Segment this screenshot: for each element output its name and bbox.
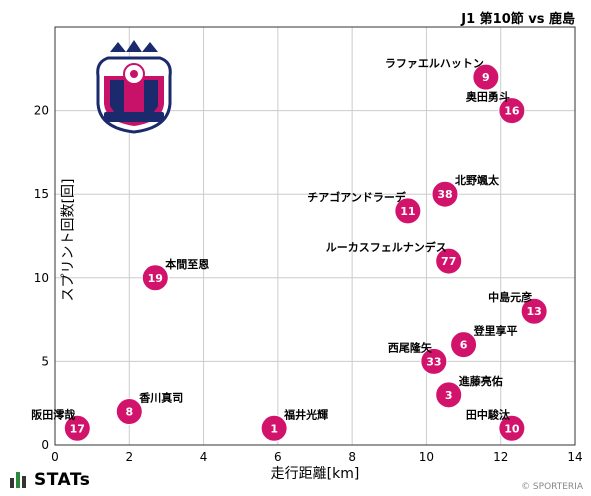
x-tick-label: 6 xyxy=(274,450,282,464)
copyright-text: © SPORTERIA xyxy=(521,482,583,492)
point-number-label: 9 xyxy=(482,71,490,84)
point-name-label: ルーカスフェルナンデス xyxy=(326,240,447,254)
point-name-label: 福井光輝 xyxy=(283,407,328,421)
point-name-label: ラファエルハットン xyxy=(385,57,484,70)
data-points: 9ラファエルハットン16奥田勇斗38北野颯太11チアゴアンドラーデ77ルーカスフ… xyxy=(31,57,548,442)
point-number-label: 8 xyxy=(125,406,133,419)
point-number-label: 38 xyxy=(437,188,452,201)
y-tick-label: 10 xyxy=(34,271,49,285)
point-number-label: 13 xyxy=(526,305,541,318)
data-point xyxy=(435,247,463,275)
point-name-label: 奥田勇斗 xyxy=(465,90,510,104)
data-point xyxy=(450,331,478,359)
x-axis-label: 走行距離[km] xyxy=(271,465,360,482)
point-number-label: 77 xyxy=(441,255,456,268)
stats-bars-icon xyxy=(10,472,26,488)
y-tick-label: 15 xyxy=(34,187,49,201)
y-axis-label: スプリント回数[回] xyxy=(60,178,77,302)
stats-brand-text: STATs xyxy=(34,470,91,490)
data-point xyxy=(115,398,143,426)
point-name-label: チアゴアンドラーデ xyxy=(307,190,407,204)
point-name-label: 北野颯太 xyxy=(455,173,500,187)
data-point xyxy=(260,414,288,442)
point-number-label: 16 xyxy=(504,105,520,118)
x-tick-label: 12 xyxy=(493,450,508,464)
data-point xyxy=(498,414,526,442)
data-point xyxy=(141,264,169,292)
page-title: J1 第10節 vs 鹿島 xyxy=(461,12,575,27)
data-point xyxy=(394,197,422,225)
point-name-label: 登里享平 xyxy=(473,324,518,338)
point-number-label: 33 xyxy=(426,355,441,368)
data-point xyxy=(520,297,548,325)
x-tick-label: 0 xyxy=(51,450,59,464)
x-tick-label: 8 xyxy=(348,450,356,464)
point-name-label: 田中駿汰 xyxy=(466,407,511,421)
axis-ticks: 0 2 4 6 8 10 12 14 0 5 10 15 20 xyxy=(34,104,583,464)
point-number-label: 10 xyxy=(504,422,520,435)
data-point xyxy=(472,63,500,91)
x-tick-label: 4 xyxy=(200,450,208,464)
data-point xyxy=(420,347,448,375)
point-name-label: 中島元彦 xyxy=(488,290,532,304)
stats-logo: STATs xyxy=(10,470,90,490)
data-point xyxy=(431,180,459,208)
point-number-label: 11 xyxy=(400,205,415,218)
point-name-label: 香川真司 xyxy=(138,391,183,405)
point-name-label: 進藤亮佑 xyxy=(459,374,503,388)
y-tick-label: 5 xyxy=(41,354,49,368)
point-number-label: 6 xyxy=(460,339,468,352)
club-crest-icon xyxy=(96,40,172,134)
point-number-label: 17 xyxy=(70,422,85,435)
point-number-label: 3 xyxy=(445,389,453,402)
data-point xyxy=(63,414,91,442)
point-number-label: 19 xyxy=(148,272,163,285)
point-name-label: 阪田澪哉 xyxy=(31,407,75,421)
data-point xyxy=(498,97,526,125)
point-name-label: 本間至恩 xyxy=(165,257,209,271)
x-tick-label: 10 xyxy=(419,450,434,464)
plot-area xyxy=(54,26,576,446)
x-tick-label: 14 xyxy=(567,450,582,464)
y-tick-label: 0 xyxy=(41,438,49,452)
y-tick-label: 20 xyxy=(34,104,49,118)
x-tick-label: 2 xyxy=(125,450,133,464)
data-point xyxy=(435,381,463,409)
point-number-label: 1 xyxy=(270,422,278,435)
point-name-label: 西尾隆矢 xyxy=(388,340,433,354)
